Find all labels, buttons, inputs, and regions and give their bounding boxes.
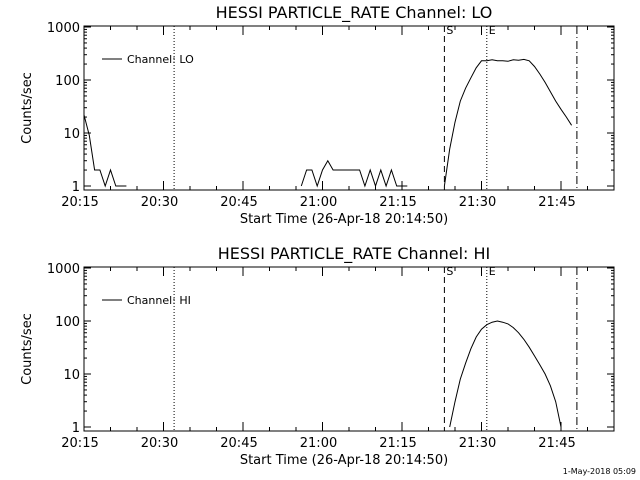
x-tick-label: 21:30 (459, 195, 496, 210)
y-tick-label: 1 (72, 421, 80, 436)
plot-frame (83, 25, 615, 191)
chart-title: HESSI PARTICLE_RATE Channel: HI (218, 244, 491, 264)
y-tick-label: 10 (63, 368, 80, 383)
series-line (83, 114, 127, 188)
x-axis-label: Start Time (26-Apr-18 20:14:50) (240, 453, 448, 468)
x-tick-label: 20:45 (220, 436, 257, 451)
x-tick-label: 21:45 (538, 195, 575, 210)
x-tick-label: 21:15 (379, 195, 416, 210)
y-tick-label: 10 (63, 127, 80, 142)
y-tick-label: 1000 (47, 21, 80, 36)
x-tick-label: 20:45 (220, 195, 257, 210)
x-tick-label: 21:45 (538, 436, 575, 451)
y-tick-label: 100 (55, 315, 80, 330)
y-tick-label: 1000 (47, 262, 80, 277)
y-tick-label: 1 (72, 180, 80, 195)
series-line (449, 320, 562, 428)
x-tick-label: 21:15 (379, 436, 416, 451)
x-axis-label: Start Time (26-Apr-18 20:14:50) (240, 212, 448, 227)
plot-timestamp: 1-May-2018 05:09 (563, 467, 636, 476)
x-tick-label: 20:15 (61, 436, 98, 451)
time-marker-label: S (446, 24, 453, 37)
legend-entry: Channel: HI (127, 294, 191, 307)
x-tick-label: 20:30 (141, 436, 178, 451)
time-marker-label: S (446, 265, 453, 278)
chart-title: HESSI PARTICLE_RATE Channel: LO (216, 3, 493, 23)
x-tick-label: 21:00 (300, 195, 337, 210)
legend-entry: Channel: LO (127, 53, 194, 66)
x-tick-label: 20:30 (141, 195, 178, 210)
x-tick-label: 21:30 (459, 436, 496, 451)
series-line (300, 159, 408, 188)
series-line (443, 58, 573, 187)
time-marker-label: E (489, 265, 496, 278)
x-tick-label: 20:15 (61, 195, 98, 210)
chart-panel-2: HESSI PARTICLE_RATE Channel: HI 1 10 100 100… (20, 244, 615, 468)
chart-panel-1: HESSI PARTICLE_RATE Channel: LO 1 10 100 100… (20, 3, 615, 227)
y-tick-label: 100 (55, 74, 80, 89)
x-tick-label: 21:00 (300, 436, 337, 451)
time-marker-label: E (489, 24, 496, 37)
plot-frame (83, 266, 615, 432)
y-axis-label: Counts/sec (20, 72, 35, 144)
y-axis-label: Counts/sec (20, 313, 35, 385)
